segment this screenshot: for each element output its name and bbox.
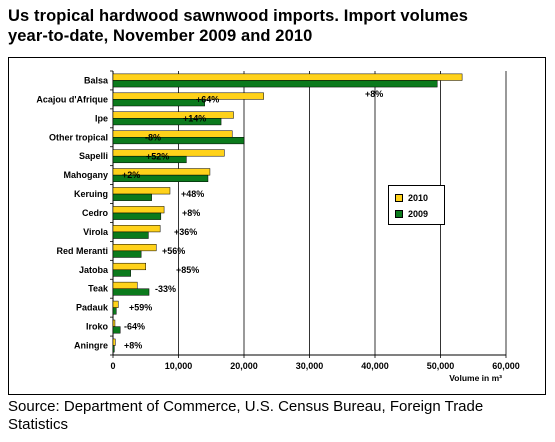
x-tick-label: 20,000 (230, 361, 258, 371)
bar-2010 (112, 281, 138, 289)
source-note: Source: Department of Commerce, U.S. Cen… (8, 398, 548, 434)
change-annotation: +64% (196, 94, 219, 104)
change-annotation: +8% (124, 341, 142, 351)
category-label: Aningre (74, 341, 108, 351)
change-annotation: +14% (183, 113, 206, 123)
bar-2009 (112, 99, 205, 107)
change-annotation: +36% (174, 227, 197, 237)
change-annotation: +48% (181, 189, 204, 199)
bar-2009 (112, 231, 149, 239)
bar-2009 (112, 326, 121, 334)
bar-2010 (112, 130, 233, 138)
category-label: Mahogany (63, 170, 108, 180)
bar-2010 (112, 262, 146, 271)
x-tick-label: 50,000 (427, 361, 455, 371)
change-annotation: +8% (365, 89, 383, 99)
bar-2009 (112, 307, 117, 315)
category-label: Virola (83, 227, 109, 237)
change-annotation: +8% (182, 208, 200, 218)
bar-chart: 0 10,000 20,000 30,000 40,000 50,000 60,000 Bal… (36, 70, 520, 383)
x-tick-label: 30,000 (296, 361, 324, 371)
change-annotation: +85% (176, 265, 199, 275)
bar-2009 (112, 155, 187, 164)
category-label: Other tropical (49, 132, 108, 142)
bar-2010 (112, 300, 119, 308)
bar-2010 (112, 244, 157, 252)
x-tick-label: 10,000 (165, 361, 193, 371)
bar-2010 (112, 187, 171, 195)
chart-frame: 0 10,000 20,000 30,000 40,000 50,000 60,000 Bal… (8, 57, 546, 395)
change-annotation: -8% (145, 132, 161, 142)
bar-2009 (112, 269, 131, 277)
bar-2010 (112, 206, 165, 214)
bar-2010 (112, 73, 463, 81)
title-line-1: Us tropical hardwood sawnwood imports. I… (8, 7, 469, 25)
category-label: Acajou d'Afrique (36, 94, 108, 104)
category-label: Iroko (86, 322, 109, 332)
bar-2010 (112, 225, 161, 233)
chart-legend: 2010 2009 (388, 185, 445, 225)
category-label: Sapelli (79, 151, 108, 161)
change-annotation: +59% (129, 303, 152, 313)
bar-2009 (112, 137, 245, 145)
legend-label-2009: 2009 (408, 209, 429, 219)
bar-2009 (112, 80, 438, 88)
change-annotation: +56% (162, 246, 185, 256)
category-label: Red Meranti (56, 246, 108, 256)
bar-2009 (112, 212, 162, 220)
change-annotation: +52% (146, 151, 169, 161)
bar-2010 (112, 338, 116, 346)
bar-2010 (112, 92, 264, 100)
category-label: Ipe (95, 113, 108, 123)
source-line-2: Statistics (8, 416, 69, 433)
source-line-1: Source: Department of Commerce, U.S. Cen… (8, 398, 484, 415)
legend-swatch-2009 (395, 210, 403, 218)
bar-2009 (112, 250, 142, 258)
title-line-2: year-to-date, November 2009 and 2010 (8, 27, 313, 45)
legend-item-2009: 2009 (395, 208, 428, 220)
category-label: Keruing (74, 189, 108, 199)
category-label: Balsa (84, 75, 109, 85)
legend-label-2010: 2010 (408, 193, 429, 203)
bar-2010 (112, 319, 116, 327)
x-tick-label: 40,000 (361, 361, 389, 371)
x-axis-label: Volume in m³ (449, 373, 502, 383)
bar-2009 (112, 118, 222, 126)
bar-2009 (112, 288, 150, 296)
x-tick-label: 0 (110, 361, 115, 371)
change-annotation: +2% (122, 170, 140, 180)
legend-item-2010: 2010 (395, 192, 428, 204)
change-annotation: -33% (155, 284, 176, 294)
category-label: Teak (88, 284, 109, 294)
change-annotation: -64% (124, 322, 145, 332)
bar-2009 (112, 345, 115, 353)
bar-2010 (112, 111, 234, 119)
bar-2009 (112, 193, 152, 201)
legend-swatch-2010 (395, 194, 403, 202)
category-label: Jatoba (79, 265, 109, 275)
chart-title: Us tropical hardwood sawnwood imports. I… (8, 6, 548, 46)
bar-2009 (112, 174, 209, 182)
category-label: Cedro (82, 208, 109, 218)
x-tick-label: 60,000 (492, 361, 520, 371)
category-label: Padauk (76, 303, 109, 313)
